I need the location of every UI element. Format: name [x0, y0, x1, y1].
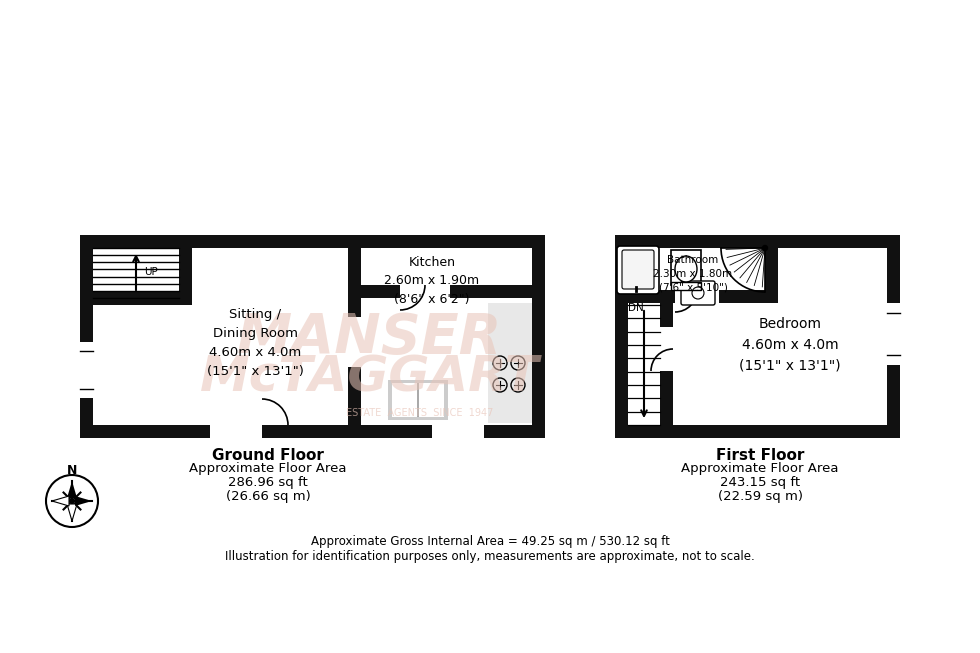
- Text: Approximate Floor Area: Approximate Floor Area: [189, 462, 347, 475]
- Text: Approximate Gross Internal Area = 49.25 sq m / 530.12 sq ft: Approximate Gross Internal Area = 49.25 …: [311, 535, 669, 548]
- Text: Ground Floor: Ground Floor: [212, 448, 324, 463]
- Text: DN: DN: [628, 303, 644, 313]
- Bar: [348, 285, 532, 298]
- Bar: [488, 303, 532, 423]
- Text: UP: UP: [144, 267, 158, 277]
- Ellipse shape: [675, 256, 697, 282]
- Circle shape: [762, 246, 767, 251]
- Text: Approximate Floor Area: Approximate Floor Area: [681, 462, 839, 475]
- Text: McTAGGART: McTAGGART: [200, 354, 540, 402]
- Text: 286.96 sq ft: 286.96 sq ft: [228, 476, 308, 489]
- Polygon shape: [52, 496, 69, 506]
- Bar: [432, 425, 484, 438]
- Bar: [348, 248, 361, 425]
- Polygon shape: [628, 248, 887, 425]
- Text: Sitting /
Dining Room
4.60m x 4.0m
(15'1" x 13'1"): Sitting / Dining Room 4.60m x 4.0m (15'1…: [207, 308, 304, 378]
- Polygon shape: [67, 481, 77, 498]
- Bar: [80, 235, 192, 248]
- Bar: [675, 290, 719, 303]
- Bar: [392, 383, 444, 417]
- Bar: [671, 250, 701, 285]
- Bar: [615, 235, 628, 438]
- Polygon shape: [67, 504, 77, 521]
- Bar: [80, 298, 93, 438]
- FancyBboxPatch shape: [617, 246, 659, 294]
- Text: Kitchen
2.60m x 1.90m
(8'6" x 6'2"): Kitchen 2.60m x 1.90m (8'6" x 6'2"): [384, 257, 479, 306]
- Bar: [417, 383, 419, 417]
- Text: First Floor: First Floor: [715, 448, 805, 463]
- Text: ESTATE  AGENTS  SINCE  1947: ESTATE AGENTS SINCE 1947: [346, 408, 494, 418]
- Bar: [179, 235, 545, 248]
- Text: Bedroom
4.60m x 4.0m
(15'1" x 13'1"): Bedroom 4.60m x 4.0m (15'1" x 13'1"): [739, 317, 841, 373]
- Bar: [615, 425, 900, 438]
- Bar: [388, 380, 448, 420]
- Bar: [532, 235, 545, 438]
- Bar: [615, 235, 900, 248]
- Bar: [660, 303, 673, 438]
- FancyBboxPatch shape: [622, 250, 654, 289]
- Polygon shape: [75, 496, 92, 506]
- Bar: [400, 285, 450, 298]
- Bar: [887, 235, 900, 438]
- Bar: [80, 342, 93, 398]
- Bar: [660, 327, 673, 371]
- Bar: [80, 292, 192, 305]
- Bar: [179, 235, 192, 305]
- Text: 243.15 sq ft: 243.15 sq ft: [720, 476, 800, 489]
- Polygon shape: [93, 248, 532, 425]
- Bar: [765, 235, 778, 303]
- Bar: [80, 235, 93, 305]
- Bar: [348, 317, 361, 367]
- Text: Illustration for identification purposes only, measurements are approximate, not: Illustration for identification purposes…: [225, 550, 755, 563]
- Bar: [210, 425, 262, 438]
- Bar: [671, 282, 701, 290]
- Text: N: N: [67, 464, 77, 477]
- FancyBboxPatch shape: [681, 281, 715, 305]
- Bar: [887, 303, 900, 365]
- Bar: [80, 425, 545, 438]
- Text: (22.59 sq m): (22.59 sq m): [717, 490, 803, 503]
- Text: (26.66 sq m): (26.66 sq m): [225, 490, 311, 503]
- Text: MANSER: MANSER: [237, 311, 503, 365]
- Bar: [615, 290, 765, 303]
- Text: Bathroom
2.30m x 1.80m
(7'6" x 5'10"): Bathroom 2.30m x 1.80m (7'6" x 5'10"): [654, 255, 733, 293]
